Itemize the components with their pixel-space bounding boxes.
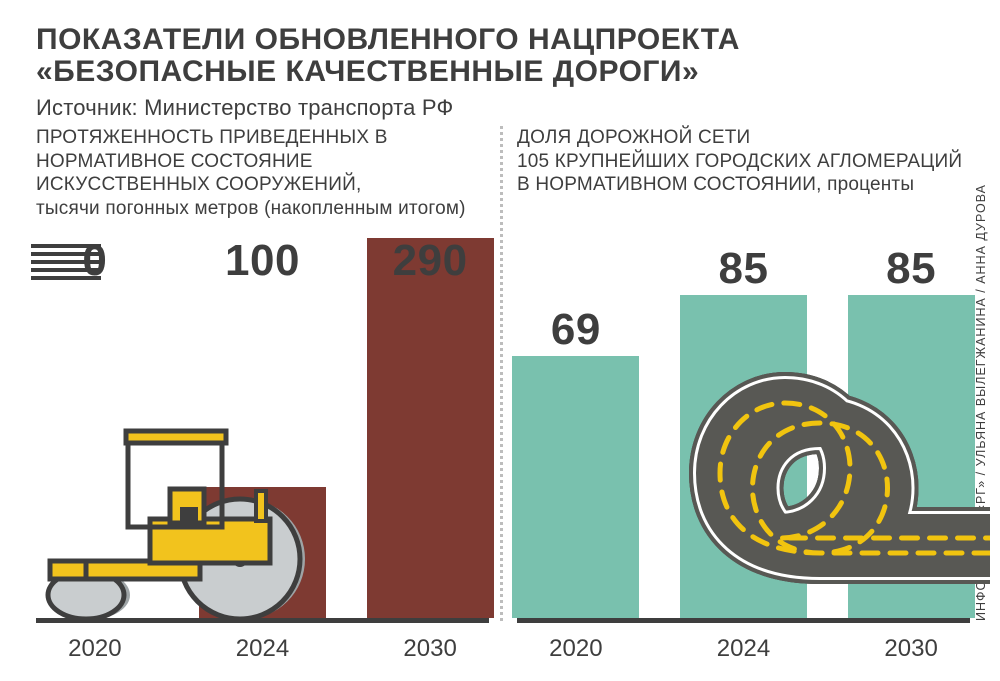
source-line: Источник: Министерство транспорта РФ [36,95,970,121]
title-line-2: «БЕЗОПАСНЫЕ КАЧЕСТВЕННЫЕ ДОРОГИ» [36,55,699,88]
left-subtitle: ПРОТЯЖЕННОСТЬ ПРИВЕДЕННЫХ В НОРМАТИВНОЕ … [36,126,489,220]
left-subtitle-line: ПРОТЯЖЕННОСТЬ ПРИВЕДЕННЫХ В НОРМАТИВНОЕ … [36,127,388,195]
x-label: 2030 [851,635,971,663]
x-label: 2024 [203,635,323,663]
right-subtitle-line3: В НОРМАТИВНОМ СОСТОЯНИИ, [517,174,822,195]
title-line-1: ПОКАЗАТЕЛИ ОБНОВЛЕННОГО НАЦПРОЕКТА [36,23,740,56]
left-plot: 0100290 [36,238,489,623]
bar-value: 0 [31,236,158,286]
right-plot: 698585 [517,238,970,623]
right-subtitle: ДОЛЯ ДОРОЖНОЙ СЕТИ 105 КРУПНЕЙШИХ ГОРОДС… [517,126,970,197]
bar-value: 85 [680,244,807,294]
right-subtitle-line2: 105 КРУПНЕЙШИХ ГОРОДСКИХ АГЛОМЕРАЦИЙ [517,151,962,172]
left-panel: ПРОТЯЖЕННОСТЬ ПРИВЕДЕННЫХ В НОРМАТИВНОЕ … [36,126,503,681]
road-roller-icon [30,411,330,621]
right-subtitle-unit: проценты [827,174,914,195]
x-label: 2030 [370,635,490,663]
bar [367,238,494,618]
bar-value: 85 [848,244,975,294]
bar-value: 290 [367,236,494,286]
bar-value: 100 [199,236,326,286]
page-title: ПОКАЗАТЕЛИ ОБНОВЛЕННОГО НАЦПРОЕКТА «БЕЗО… [36,24,970,89]
cloverleaf-icon [570,303,990,623]
x-label: 2020 [516,635,636,663]
right-panel: ДОЛЯ ДОРОЖНОЙ СЕТИ 105 КРУПНЕЙШИХ ГОРОДС… [503,126,970,681]
left-subtitle-unit: тысячи погонных метров (накопленным итог… [36,198,466,219]
right-subtitle-line1: ДОЛЯ ДОРОЖНОЙ СЕТИ [517,127,750,148]
x-label: 2020 [35,635,155,663]
x-label: 2024 [684,635,804,663]
